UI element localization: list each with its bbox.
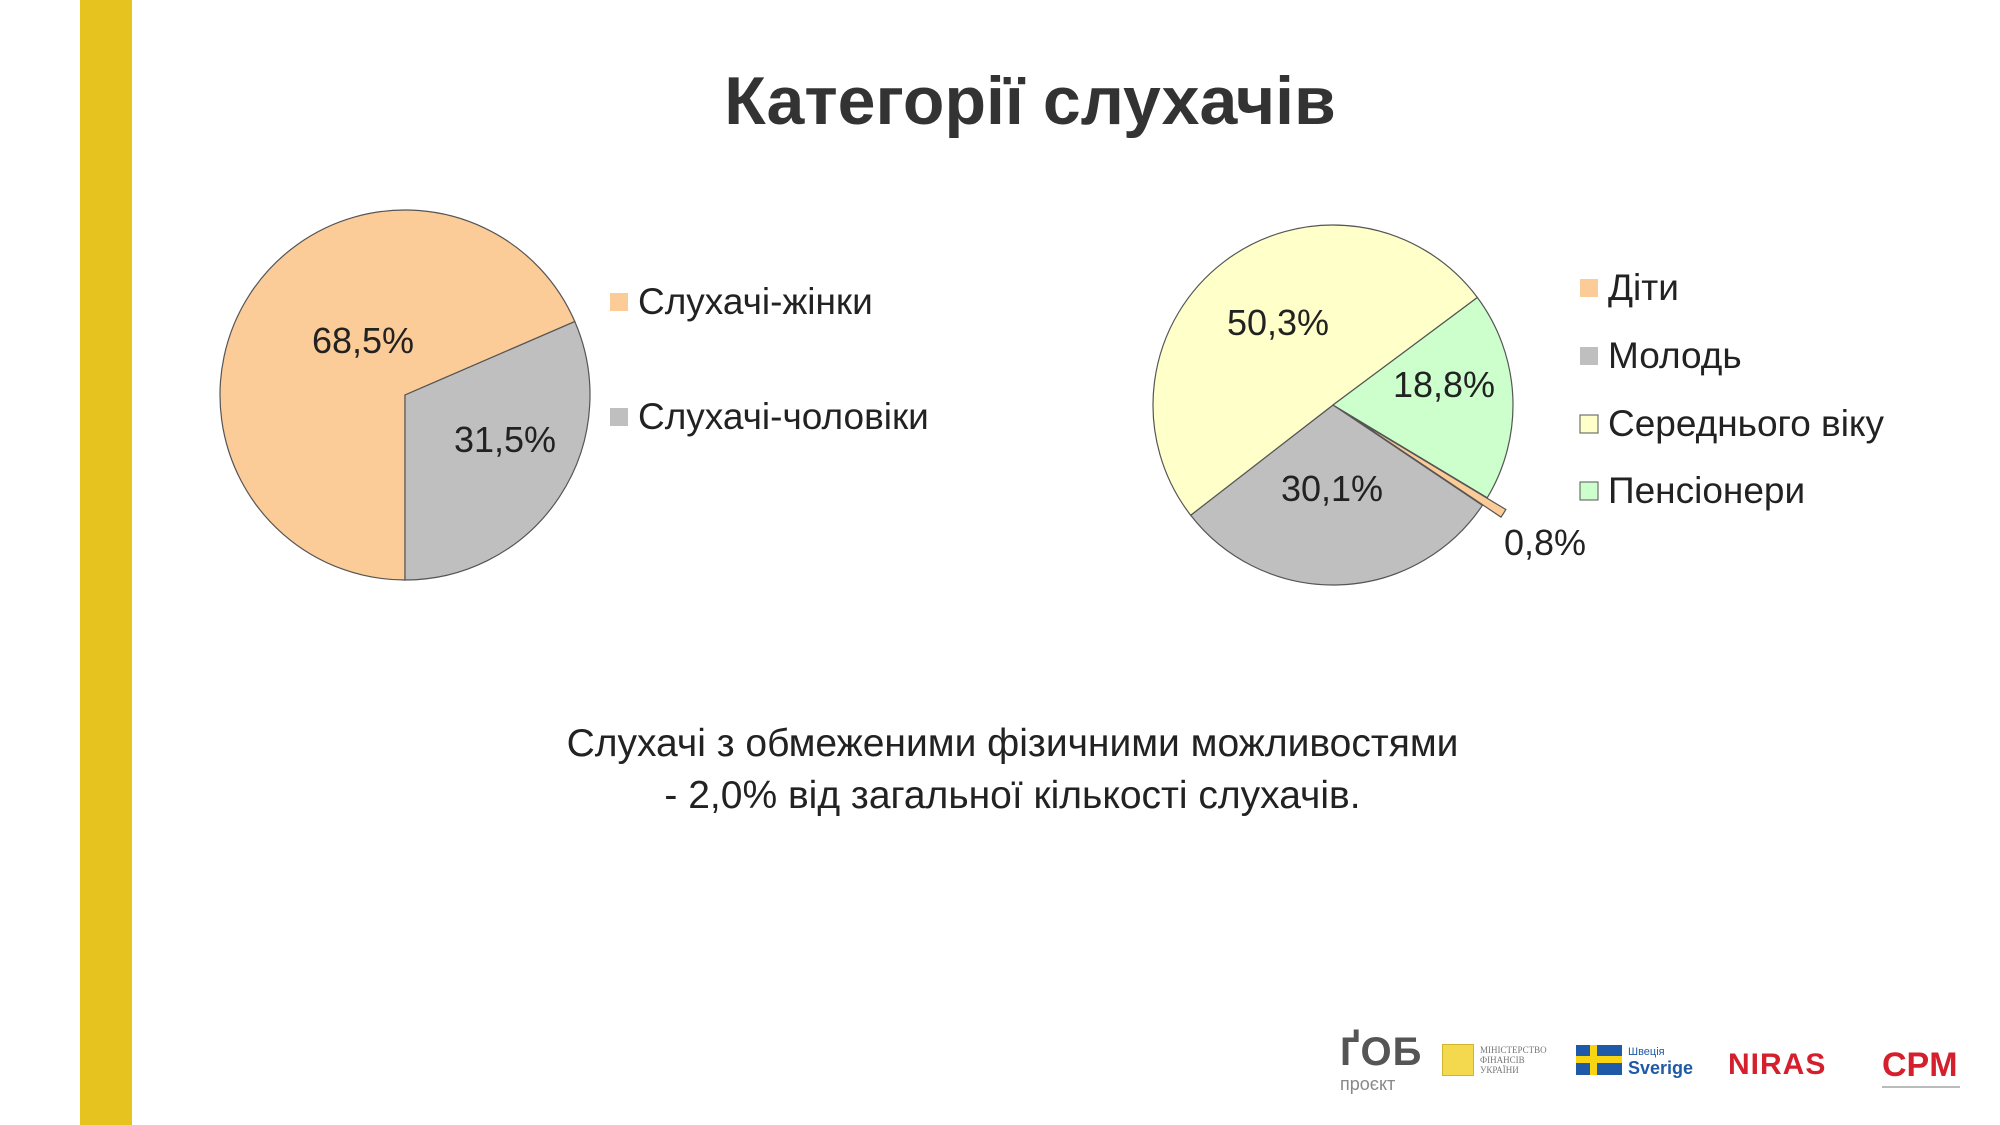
gob-logo-sub: проєкт <box>1340 1074 1396 1094</box>
legend-label-молодь: Молодь <box>1608 335 1742 376</box>
data-label-слухачі-жінки: 68,5% <box>312 320 414 361</box>
legend-swatch-молодь <box>1580 347 1598 365</box>
disability-note: Слухачі з обмеженими фізичними можливост… <box>0 718 2000 822</box>
pie-chart-gender: 68,5% 31,5% Слухачі-жінки Слухачі-чоловіки <box>219 209 929 581</box>
pie-slice-слухачі-жінки <box>219 209 576 581</box>
slide-title: Категорії слухачів <box>724 63 1336 139</box>
sweden-logo: Швеція Sverige <box>1576 1044 1694 1078</box>
data-label-пенсіонери: 18,8% <box>1393 364 1495 405</box>
cpm-logo-underline <box>1882 1086 1960 1088</box>
gob-logo: ҐОБ <box>1340 1030 1423 1074</box>
data-label-діти: 0,8% <box>1504 522 1586 563</box>
legend-swatch-слухачі-чоловіки <box>610 408 628 426</box>
accent-side-bar <box>80 0 132 1125</box>
pie-slice-слухачі-чоловіки <box>404 320 591 581</box>
ministry-logo: МІНІСТЕРСТВО ФІНАНСІВ УКРАЇНИ <box>1442 1044 1560 1076</box>
legend-label-слухачі-чоловіки: Слухачі-чоловіки <box>638 396 929 437</box>
pie-slice-молодь <box>1189 404 1484 586</box>
note-line-1: Слухачі з обмеженими фізичними можливост… <box>566 722 1459 765</box>
ministry-logo-text: МІНІСТЕРСТВО ФІНАНСІВ УКРАЇНИ <box>1480 1045 1547 1075</box>
legend-swatch-слухачі-жінки <box>610 293 628 311</box>
pie-slice-діти <box>1351 416 1507 518</box>
legend-label-пенсіонери: Пенсіонери <box>1608 470 1805 511</box>
legend-swatch-середнього-віку <box>1579 414 1599 434</box>
pie-slice-середнього-віку <box>1152 224 1479 517</box>
legend-swatch-пенсіонери <box>1579 481 1599 501</box>
data-label-середнього-віку: 50,3% <box>1227 302 1329 343</box>
legend-label-діти: Діти <box>1608 267 1679 308</box>
data-label-молодь: 30,1% <box>1281 468 1383 509</box>
trident-emblem-icon <box>1442 1044 1474 1076</box>
legend-label-середнього-віку: Середнього віку <box>1608 403 1885 444</box>
sweden-logo-small: Швеція <box>1628 1046 1665 1058</box>
swedish-flag-icon <box>1576 1045 1622 1075</box>
niras-logo: NIRAS <box>1728 1048 1827 1081</box>
note-line-2: - 2,0% від загальної кількості слухачів. <box>664 774 1361 817</box>
data-label-слухачі-чоловіки: 31,5% <box>454 419 556 460</box>
sweden-logo-big: Sverige <box>1628 1058 1694 1078</box>
cpm-logo: CPM <box>1882 1046 1958 1084</box>
legend-label-слухачі-жінки: Слухачі-жінки <box>638 281 873 322</box>
legend-swatch-діти <box>1580 279 1598 297</box>
pie-slice-пенсіонери <box>1331 296 1514 499</box>
pie-chart-age: 0,8% 30,1% 50,3% 18,8% Діти Молодь Середнього … <box>1152 224 1885 586</box>
partner-logos: ҐОБ проєкт МІНІСТЕРСТВО ФІНАНСІВ УКРАЇНИ… <box>1340 1030 1970 1100</box>
